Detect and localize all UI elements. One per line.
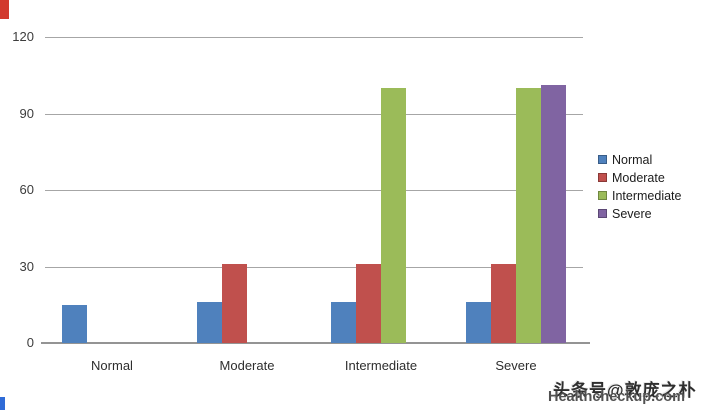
legend-item-severe: Severe <box>598 206 681 221</box>
bar-intermediate-severe <box>516 88 541 343</box>
bar-normal-moderate <box>197 302 222 343</box>
bar-normal-severe <box>466 302 491 343</box>
bar-normal-normal <box>62 305 87 343</box>
bar-severe-severe <box>541 85 566 343</box>
legend-swatch-icon <box>598 209 607 218</box>
y-axis-tick-label: 90 <box>19 105 34 121</box>
y-axis-tick-label: 120 <box>12 29 34 44</box>
x-axis-category-label: Severe <box>495 358 537 373</box>
x-axis-category-label: Normal <box>91 358 133 373</box>
x-axis-category-label: Intermediate <box>344 358 418 373</box>
gridline <box>45 190 583 191</box>
bar-moderate-moderate <box>222 264 247 343</box>
legend-label: Severe <box>612 206 652 221</box>
x-axis-line <box>41 342 590 344</box>
y-axis-tick-label: 60 <box>19 182 34 197</box>
bottom-left-blue-artifact <box>0 397 5 410</box>
bar-intermediate-intermediate <box>381 88 406 343</box>
legend-label: Intermediate <box>612 188 682 203</box>
y-axis-tick-label: 0 <box>26 335 34 350</box>
watermark-toutiao: 头条号@敦庞之朴 <box>553 381 697 400</box>
legend-item-intermediate: Intermediate <box>598 188 682 203</box>
gridline <box>45 266 583 268</box>
watermark-healthcheckup: Healthcheckup.com <box>548 389 685 405</box>
legend-swatch-icon <box>598 155 607 164</box>
legend-label: Moderate <box>612 170 665 185</box>
legend-item-normal: Normal <box>598 152 681 167</box>
legend-swatch-icon <box>598 173 607 182</box>
bar-moderate-intermediate <box>356 264 381 343</box>
top-left-red-artifact <box>0 0 9 19</box>
x-axis-category-label: Moderate <box>219 358 275 373</box>
gridline <box>45 113 583 115</box>
bar-moderate-severe <box>491 264 516 343</box>
bar-normal-intermediate <box>331 302 356 343</box>
chart-legend: Normal Moderate Intermediate Severe <box>598 153 681 225</box>
y-axis-tick-label: 30 <box>19 258 34 274</box>
gridline <box>45 37 583 38</box>
legend-item-moderate: Moderate <box>598 170 681 185</box>
legend-label: Normal <box>612 152 653 167</box>
legend-swatch-icon <box>598 191 607 200</box>
